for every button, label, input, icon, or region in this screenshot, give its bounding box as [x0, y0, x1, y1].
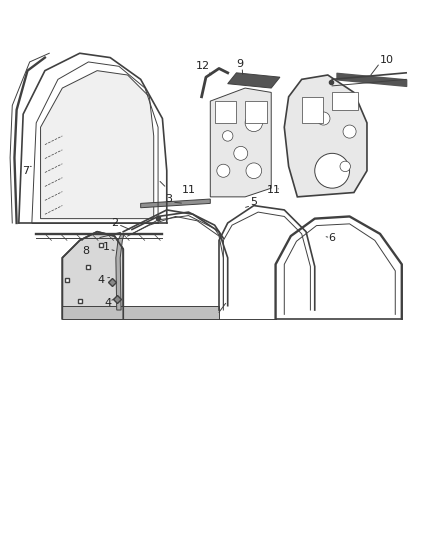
Circle shape	[315, 154, 350, 188]
Circle shape	[223, 131, 233, 141]
Text: 12: 12	[195, 61, 209, 71]
Circle shape	[343, 125, 356, 138]
Polygon shape	[332, 92, 358, 110]
Polygon shape	[302, 97, 323, 123]
Text: 8: 8	[83, 246, 90, 256]
Circle shape	[246, 163, 261, 179]
Text: 4: 4	[104, 298, 112, 309]
Text: 11: 11	[266, 185, 280, 195]
Text: 5: 5	[251, 197, 257, 207]
Text: 6: 6	[328, 233, 336, 243]
Text: 1: 1	[102, 242, 110, 252]
Text: 11: 11	[181, 185, 195, 195]
Polygon shape	[228, 73, 280, 88]
Circle shape	[217, 164, 230, 177]
Polygon shape	[62, 305, 219, 319]
Text: 4: 4	[98, 274, 105, 285]
Circle shape	[317, 112, 330, 125]
Text: 2: 2	[111, 218, 118, 228]
Circle shape	[234, 147, 248, 160]
Polygon shape	[245, 101, 267, 123]
Text: 10: 10	[380, 55, 394, 65]
Polygon shape	[284, 75, 367, 197]
Polygon shape	[116, 234, 124, 310]
Circle shape	[245, 114, 262, 132]
Polygon shape	[210, 88, 271, 197]
Text: 7: 7	[22, 166, 29, 176]
Circle shape	[340, 161, 350, 172]
Polygon shape	[62, 232, 123, 319]
Polygon shape	[41, 71, 154, 219]
Polygon shape	[215, 101, 237, 123]
Polygon shape	[141, 199, 210, 208]
Text: 9: 9	[237, 59, 244, 69]
Text: 3: 3	[166, 194, 173, 204]
